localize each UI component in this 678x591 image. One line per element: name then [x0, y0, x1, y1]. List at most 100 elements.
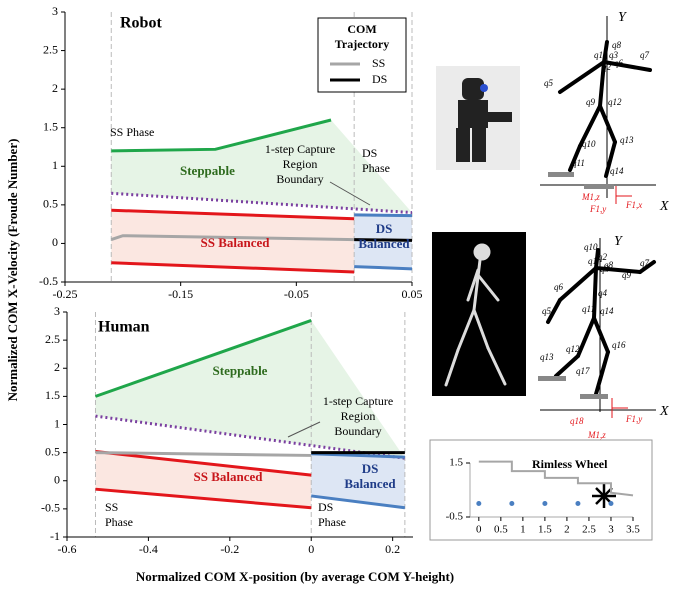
diagram-label: q13 [540, 352, 554, 362]
annotation: Phase [318, 515, 346, 529]
x-tick-label: 0.05 [402, 287, 423, 301]
point [542, 501, 547, 506]
diagram-label: q13 [620, 135, 634, 145]
annotation: DS [362, 146, 377, 160]
diagram-label: q16 [612, 340, 626, 350]
y-tick-label: 0 [52, 235, 58, 249]
x-tick-label: -0.2 [220, 542, 239, 556]
diagram-label: q11 [582, 304, 595, 314]
point [509, 501, 514, 506]
diagram-label: q12 [608, 97, 622, 107]
annotation: Steppable [180, 163, 235, 178]
diagram-label: q9 [586, 97, 596, 107]
y-tick-label: -0.5 [39, 274, 58, 288]
x-tick-label: 0.5 [494, 524, 508, 536]
annotation: DS [376, 221, 393, 236]
point [575, 501, 580, 506]
y-tick-label: 0.5 [43, 197, 58, 211]
x-tick-label: 1.5 [538, 524, 552, 536]
human-diagram [538, 238, 656, 418]
diagram-label: q5 [542, 306, 552, 316]
x-tick-label: 2.5 [582, 524, 596, 536]
x-tick-label: 3.5 [626, 524, 640, 536]
legend-title: Trajectory [335, 37, 389, 51]
diagram-label: q9 [622, 270, 632, 280]
y-tick-label: 0.5 [45, 444, 60, 458]
y-tick-label: 2.5 [43, 42, 58, 56]
figure: Normalized COM X-Velocity (Froude Number… [0, 0, 678, 591]
x-tick-label: -0.4 [139, 542, 158, 556]
legend-title: COM [347, 22, 376, 36]
diagram-label: Y [618, 10, 628, 25]
diagram-label: q10 [584, 242, 598, 252]
x-tick-label: -0.25 [53, 287, 78, 301]
annotation: Phase [105, 515, 133, 529]
diagram-label: q10 [582, 139, 596, 149]
annotation: Human [98, 319, 150, 336]
annotation: Balanced [358, 236, 410, 251]
annotation: Phase [362, 161, 390, 175]
annotation: 1-step Capture [323, 394, 393, 408]
y-tick-label: -0.5 [41, 501, 60, 515]
diagram-label: q8 [612, 40, 622, 50]
annotation: Boundary [334, 424, 381, 438]
annotation: SS Balanced [194, 469, 264, 484]
page: Normalized COM X-Velocity (Froude Number… [0, 0, 678, 591]
y-tick-label: 2 [54, 360, 60, 374]
y-tick-label: 1 [54, 416, 60, 430]
diagram-label: F1,x [625, 200, 642, 210]
diagram-label: X [659, 404, 669, 419]
diagram-label: q1 [594, 50, 603, 60]
x-tick-label: 0 [476, 524, 482, 536]
diagram-label: M1,z [587, 430, 606, 440]
diagram-label: q1 [588, 256, 597, 266]
annotation: Boundary [276, 172, 323, 186]
point [476, 501, 481, 506]
diagram-label: q2 [602, 62, 612, 72]
series-line [354, 215, 412, 216]
diagram-label: Y [614, 234, 624, 249]
y-tick-label: 0 [54, 473, 60, 487]
robot-diagram [540, 16, 656, 204]
diagram-label: q14 [600, 306, 614, 316]
x-tick-label: 1 [520, 524, 526, 536]
annotation: SS [105, 500, 118, 514]
annotation: SS Phase [110, 125, 154, 139]
diagram-label: q6 [554, 282, 564, 292]
x-axis-label: Normalized COM X-position (by average CO… [136, 569, 454, 584]
diagram-label: q17 [576, 366, 590, 376]
legend-label: DS [372, 72, 387, 86]
annotation: DS [362, 461, 379, 476]
x-tick-label: 0 [308, 542, 314, 556]
diagram-label: F1,y [589, 204, 606, 214]
annotation: 1-step Capture [265, 142, 335, 156]
diagram-label: q4 [598, 288, 608, 298]
y-tick-label: 1 [52, 158, 58, 172]
diagram-label: M1,z [581, 192, 600, 202]
diagram-label: q6 [614, 58, 624, 68]
diagram-label: q18 [570, 416, 584, 426]
legend-label: SS [372, 56, 385, 70]
diagram-label: q12 [566, 344, 580, 354]
x-tick-label: 3 [608, 524, 614, 536]
y-tick-label: 1.5 [45, 388, 60, 402]
annotation: Region [283, 157, 318, 171]
y-tick-label: 1.5 [449, 457, 463, 469]
diagram-label: F1,y [625, 414, 642, 424]
y-axis-label: Normalized COM X-Velocity (Froude Number… [5, 139, 20, 402]
diagram-label: X [659, 199, 669, 214]
y-tick-label: 3 [54, 304, 60, 318]
annotation: SS Balanced [201, 235, 271, 250]
y-tick-label: 3 [52, 4, 58, 18]
x-tick-label: -0.05 [284, 287, 309, 301]
diagram-label: q11 [572, 158, 585, 168]
diagram-label: q7 [640, 50, 650, 60]
annotation: Robot [120, 15, 162, 32]
annotation: Rimless Wheel [532, 457, 608, 471]
point [608, 501, 613, 506]
annotation: Steppable [213, 363, 268, 378]
annotation: DS [318, 500, 333, 514]
diagram-label: q8 [604, 260, 614, 270]
diagram-label: q14 [610, 166, 624, 176]
x-tick-label: 0.2 [385, 542, 400, 556]
